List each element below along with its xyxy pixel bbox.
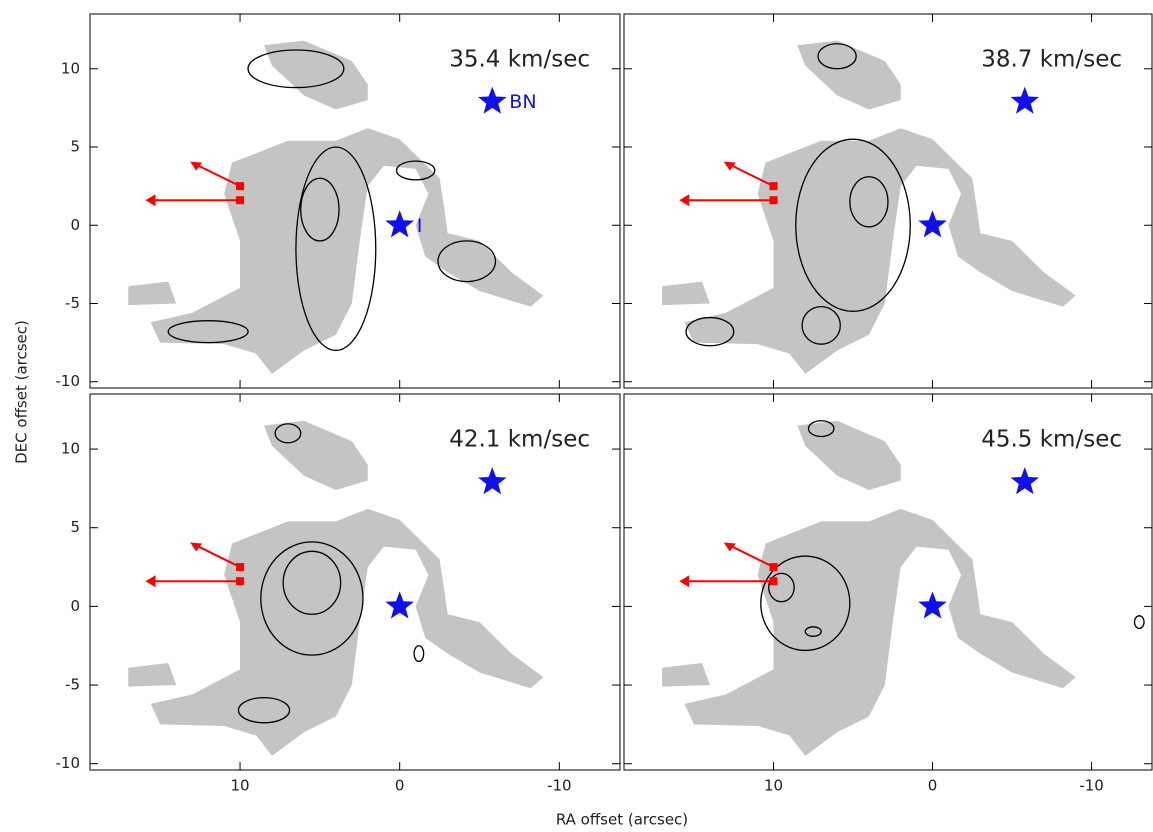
emission-region <box>151 128 544 374</box>
y-tick-label: -10 <box>56 372 81 390</box>
emission-region <box>684 128 1075 374</box>
square <box>236 577 244 585</box>
square <box>769 196 777 204</box>
emission-region <box>264 421 368 490</box>
y-tick-label: -10 <box>56 754 81 772</box>
star <box>918 591 947 618</box>
panel: 10 0 -10 45.5 km/sec <box>624 394 1152 795</box>
star <box>478 87 507 114</box>
star <box>478 467 507 494</box>
emission-region <box>128 282 176 305</box>
x-axis-label: RA offset (arcsec) <box>556 811 688 829</box>
star <box>1011 87 1040 114</box>
panel: -10 -5 0 5 10 BN I 35.4 km/sec <box>56 14 621 390</box>
star-label: I <box>417 215 423 237</box>
star <box>918 210 947 237</box>
y-tick-label: 0 <box>70 216 80 234</box>
x-tick-label: 10 <box>231 777 250 795</box>
emission-region <box>662 663 710 687</box>
y-tick-label: 10 <box>61 59 80 77</box>
x-tick-label: 0 <box>395 777 405 795</box>
star-label: BN <box>509 91 536 113</box>
panel: 38.7 km/sec <box>624 14 1152 388</box>
emission-region <box>797 421 900 490</box>
square <box>236 182 244 190</box>
emission-region <box>128 663 176 687</box>
x-tick-label: -10 <box>547 777 572 795</box>
emission-region <box>151 509 544 756</box>
arrow-head <box>145 194 155 206</box>
x-tick-label: -10 <box>1079 777 1104 795</box>
y-tick-label: -5 <box>65 294 80 312</box>
square <box>769 182 777 190</box>
y-axis-label: DEC offset (arcsec) <box>13 320 31 464</box>
panel-title: 42.1 km/sec <box>449 427 590 453</box>
square <box>236 563 244 571</box>
x-tick-label: 10 <box>764 777 783 795</box>
emission-region <box>662 282 710 305</box>
emission-region <box>797 41 900 110</box>
panel-title: 45.5 km/sec <box>981 427 1122 453</box>
x-tick-label: 0 <box>928 777 938 795</box>
star <box>385 210 414 237</box>
y-tick-label: -5 <box>65 676 80 694</box>
panel-title: 38.7 km/sec <box>981 47 1122 73</box>
arrow-head <box>679 575 689 587</box>
y-tick-label: 10 <box>61 440 80 458</box>
y-tick-label: 5 <box>70 518 80 536</box>
square <box>769 577 777 585</box>
y-tick-label: 0 <box>70 597 80 615</box>
panel: 10 0 -10 -10 -5 0 5 10 42.1 km/sec <box>56 394 621 795</box>
star <box>385 591 414 618</box>
y-tick-label: 5 <box>70 138 80 156</box>
figure: -10 -5 0 5 10 BN I 35.4 km/sec DEC offset (arcse… <box>0 0 1153 832</box>
panel-title: 35.4 km/sec <box>449 47 590 73</box>
contour <box>414 646 424 662</box>
emission-region <box>684 509 1075 756</box>
arrow-head <box>145 575 155 587</box>
contour <box>1135 616 1145 629</box>
star <box>1011 467 1040 494</box>
arrow-head <box>679 194 689 206</box>
square <box>769 563 777 571</box>
square <box>236 196 244 204</box>
